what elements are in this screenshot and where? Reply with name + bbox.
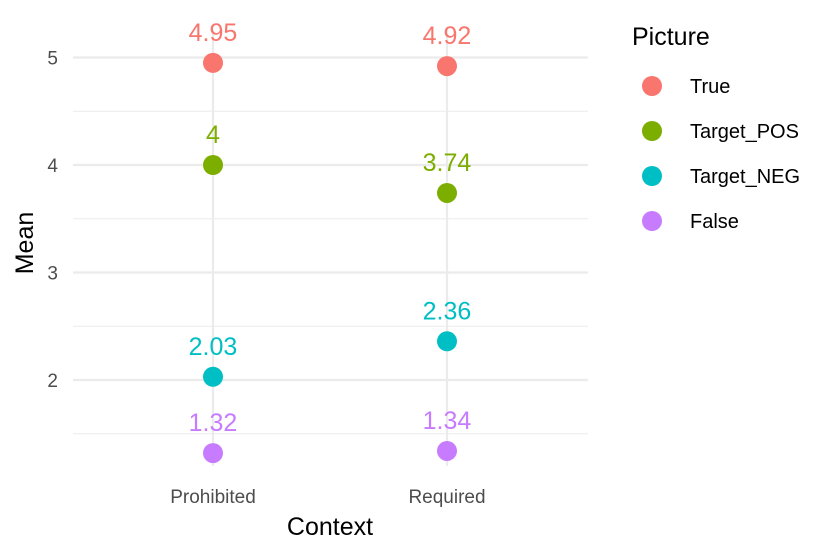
data-point [437, 440, 457, 461]
data-point [203, 155, 223, 175]
y-tick-label: 4 [47, 156, 58, 177]
data-point [203, 443, 223, 464]
data-labels: 4.95 4.92 4 3.74 2.03 2.36 1.32 1.34 [189, 19, 472, 437]
y-axis-ticks: 2 3 4 5 [47, 49, 58, 393]
data-label: 2.03 [189, 333, 238, 361]
grid-lines [73, 30, 588, 466]
x-tick-label: Required [408, 487, 485, 508]
x-axis-ticks: Prohibited Required [170, 487, 485, 508]
y-tick-label: 3 [47, 264, 58, 285]
legend-label: Target_NEG [690, 166, 800, 188]
legend-label: False [690, 211, 739, 233]
legend-items: True Target_POS Target_NEG False [642, 76, 800, 233]
data-point [437, 182, 457, 203]
data-label: 1.32 [189, 409, 238, 437]
legend-key [642, 121, 662, 141]
y-axis-title: Mean [11, 212, 39, 275]
data-label: 2.36 [423, 297, 472, 325]
legend-label: True [690, 76, 730, 98]
data-point [203, 366, 223, 387]
data-points [203, 52, 457, 464]
data-label: 1.34 [423, 407, 472, 435]
legend-key [642, 76, 662, 96]
y-tick-label: 5 [47, 49, 58, 70]
legend: Picture True Target_POS Target_NEG False [632, 23, 800, 233]
legend-key [642, 166, 662, 186]
legend-label: Target_POS [690, 121, 799, 143]
legend-title: Picture [632, 23, 710, 51]
data-point [437, 56, 457, 77]
data-label: 4 [206, 121, 220, 149]
data-label: 4.92 [423, 22, 472, 50]
x-axis-title: Context [287, 513, 373, 541]
data-point [203, 52, 223, 73]
data-label: 4.95 [189, 19, 238, 47]
y-tick-label: 2 [47, 371, 58, 392]
legend-key [642, 211, 662, 231]
x-tick-label: Prohibited [170, 487, 256, 508]
data-label: 3.74 [423, 149, 472, 177]
data-point [437, 331, 457, 352]
